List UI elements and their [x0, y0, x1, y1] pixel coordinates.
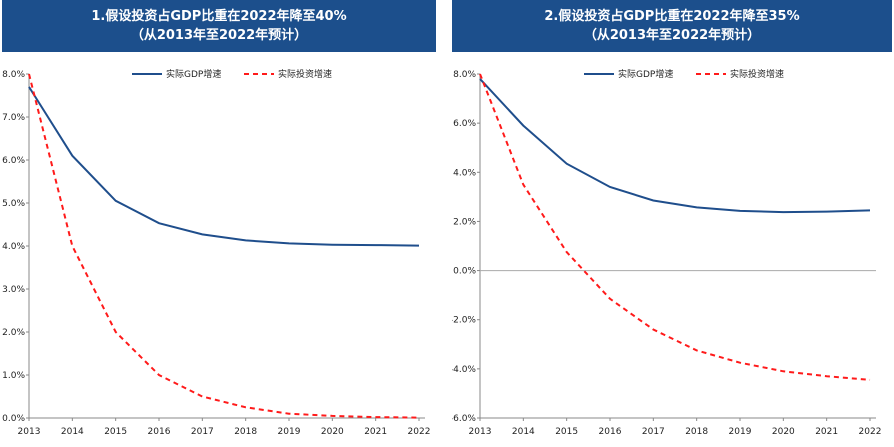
- x-tick-label: 2016: [148, 427, 171, 437]
- y-tick-label: 0.0%: [453, 267, 476, 277]
- chart-subtitle-1: （从2013年至2022年预计）: [130, 28, 308, 43]
- gdp-growth-line: [28, 86, 420, 247]
- chart-title-1: 1.假设投资占GDP比重在2022年降至40%: [91, 9, 347, 24]
- chart-title-2: 2.假设投资占GDP比重在2022年降至35%: [544, 9, 800, 24]
- y-tick-label: 4.0%: [2, 242, 25, 252]
- investment-growth-line: [479, 73, 871, 381]
- investment-growth-line: [28, 73, 420, 419]
- legend-label: 实际GDP增速: [166, 68, 221, 80]
- x-tick-label: 2021: [815, 427, 838, 437]
- x-tick-label: 2019: [278, 427, 301, 437]
- x-tick-label: 2020: [321, 427, 344, 437]
- legend-label: 实际投资增速: [278, 68, 332, 80]
- x-tick-label: 2017: [642, 427, 665, 437]
- y-tick-label: 6.0%: [2, 156, 25, 166]
- legend-label: 实际GDP增速: [618, 68, 673, 80]
- x-tick-label: 2022: [859, 427, 882, 437]
- x-tick-label: 2022: [408, 427, 431, 437]
- x-tick-label: 2015: [104, 427, 127, 437]
- x-tick-label: 2021: [364, 427, 387, 437]
- y-tick-label: 8.0%: [453, 70, 476, 80]
- y-tick-label: 8.0%: [2, 70, 25, 80]
- line-chart-2: 8.0% 6.0% 4.0% 2.0% 0.0% -2.0% -4.0% -6.0% 2013 2…: [452, 68, 882, 437]
- y-tick-label: 1.0%: [2, 371, 25, 381]
- x-tick-label: 2016: [599, 427, 622, 437]
- y-tick-label: 6.0%: [453, 119, 476, 129]
- y-tick-label: 2.0%: [2, 328, 25, 338]
- x-tick-label: 2018: [685, 427, 708, 437]
- y-tick-label: -2.0%: [452, 316, 476, 326]
- chart-panel-2: 2.假设投资占GDP比重在2022年降至35% （从2013年至2022年预计）…: [452, 0, 894, 447]
- x-tick-label: 2017: [191, 427, 214, 437]
- x-tick-label: 2013: [18, 427, 41, 437]
- y-tick-label: -4.0%: [452, 365, 476, 375]
- chart-subtitle-2: （从2013年至2022年预计）: [583, 28, 761, 43]
- x-tick-label: 2014: [512, 427, 535, 437]
- y-tick-label: 2.0%: [453, 217, 476, 227]
- x-tick-label: 2020: [772, 427, 795, 437]
- x-tick-label: 2018: [234, 427, 257, 437]
- x-tick-label: 2013: [469, 427, 492, 437]
- legend-label: 实际投资增速: [730, 68, 784, 80]
- chart-title-box-2: 2.假设投资占GDP比重在2022年降至35% （从2013年至2022年预计）: [452, 0, 892, 52]
- chart-title-box-1: 1.假设投资占GDP比重在2022年降至40% （从2013年至2022年预计）: [2, 0, 436, 52]
- x-tick-label: 2015: [555, 427, 578, 437]
- line-chart-1: 8.0% 7.0% 6.0% 5.0% 4.0% 3.0% 2.0% 1.0% 0.0% 2013…: [2, 68, 431, 437]
- y-tick-label: 0.0%: [2, 414, 25, 424]
- y-tick-label: 3.0%: [2, 285, 25, 295]
- chart-panel-1: 1.假设投资占GDP比重在2022年降至40% （从2013年至2022年预计）…: [0, 0, 438, 447]
- x-tick-label: 2014: [61, 427, 84, 437]
- gdp-growth-line: [479, 78, 871, 214]
- x-tick-label: 2019: [729, 427, 752, 437]
- y-tick-label: 5.0%: [2, 199, 25, 209]
- y-tick-label: -6.0%: [452, 414, 476, 424]
- y-tick-label: 7.0%: [2, 113, 25, 123]
- y-tick-label: 4.0%: [453, 168, 476, 178]
